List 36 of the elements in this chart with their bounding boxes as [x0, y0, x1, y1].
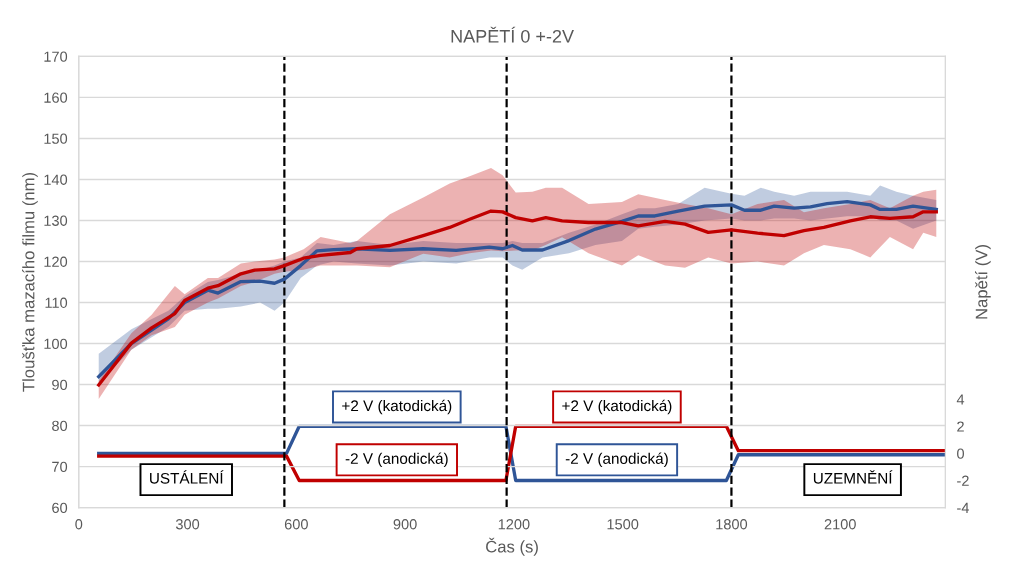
y-tick-label: 170	[44, 51, 68, 62]
y-tick-label: 130	[44, 215, 68, 226]
annotation: -2 V (anodická)	[565, 452, 668, 467]
y-tick-label: 140	[44, 174, 68, 185]
y2-tick-label: -2	[957, 475, 969, 486]
annotation: -2 V (anodická)	[345, 452, 448, 467]
x-tick-label: 600	[284, 519, 308, 530]
y-tick-label: 150	[44, 133, 68, 144]
y-tick-label: 160	[44, 92, 68, 103]
y2-tick-label: -4	[957, 502, 970, 513]
y-tick-label: 100	[44, 338, 68, 349]
x-axis-title: Čas (s)	[486, 537, 538, 556]
y2-tick-label: 4	[956, 394, 965, 405]
annotation: +2 V (katodická)	[562, 399, 672, 415]
line-series	[97, 424, 946, 483]
annotation: UZEMNĚNÍ	[813, 470, 893, 484]
y2-axis-title: Napětí (V)	[974, 245, 991, 319]
annotation: USTÁLENÍ	[150, 470, 224, 484]
y-tick-label: 110	[45, 297, 68, 308]
x-tick-label: 0	[75, 519, 83, 530]
y-tick-label: 90	[52, 379, 68, 390]
y-tick-label: 80	[52, 420, 68, 431]
chart-title: NAPĚTÍ 0 +-2V	[451, 26, 574, 43]
x-tick-label: 900	[393, 519, 417, 530]
x-tick-label: 1500	[607, 519, 639, 530]
y2-tick-label: 0	[957, 448, 965, 459]
y-tick-label: 70	[52, 461, 68, 473]
x-tick-label: 1800	[716, 519, 748, 530]
x-tick-label: 1200	[498, 519, 530, 530]
y-tick-label: 120	[44, 256, 68, 267]
y-axis-title: Tloušťka mazacího filmu (nm)	[22, 172, 38, 392]
x-tick-label: 2100	[824, 519, 856, 530]
y-tick-label: 60	[52, 502, 68, 514]
annotation: +2 V (katodická)	[342, 399, 452, 415]
y2-tick-label: 2	[957, 421, 964, 432]
x-tick-label: 300	[175, 519, 200, 530]
